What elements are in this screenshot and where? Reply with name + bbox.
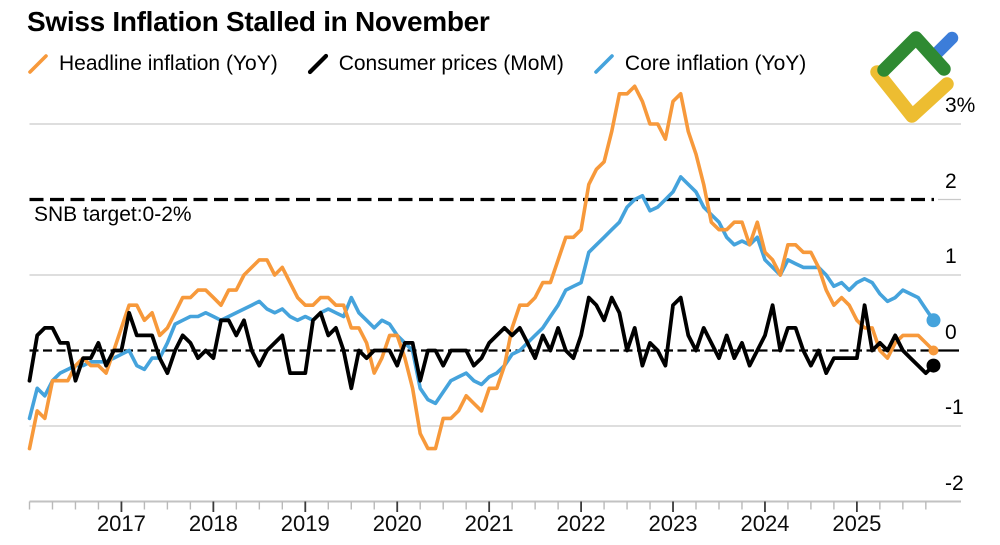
legend-label-consumer-prices: Consumer prices (MoM) [338,52,564,75]
x-axis-label-2020: 2020 [372,511,422,536]
snb-target-label: SNB target:0-2% [34,203,192,226]
x-axis-label-2018: 2018 [188,511,238,536]
x-axis-label-2025: 2025 [832,511,882,536]
end-dot-headline [928,345,939,356]
x-axis-label-2023: 2023 [648,511,698,536]
legend-label-core: Core inflation (YoY) [624,52,807,75]
core-line-swatch-icon [594,54,614,74]
page-title: Swiss Inflation Stalled in November [27,6,490,37]
legend-label-headline: Headline inflation (YoY) [59,52,278,75]
x-axis-label-2022: 2022 [556,511,606,536]
y-axis-label--2: -2 [945,471,964,495]
series-headline [27,84,936,451]
logo-green-peak-icon [877,31,951,77]
mom-line-swatch-icon [307,53,328,75]
x-axis-label-2017: 2017 [96,511,146,536]
y-axis-label-1: 1 [945,245,957,268]
legend-item-core: Core inflation (YoY) [592,52,806,76]
x-axis-label-2019: 2019 [280,511,330,536]
legend: Headline inflation (YoY) Consumer prices… [26,52,806,76]
legend-item-headline: Headline inflation (YoY) [26,52,278,76]
y-axis-label-0: 0 [945,320,957,344]
end-dot-core [926,313,941,328]
x-axis-label-2024: 2024 [740,511,790,536]
y-axis-label-2: 2 [945,169,957,193]
legend-item-consumer-prices: Consumer prices (MoM) [306,52,564,76]
x-axis-label-2021: 2021 [464,511,514,536]
y-axis-label-3%: 3% [945,94,976,117]
y-axis-label--1: -1 [945,396,964,419]
logo-yellow-check-icon [870,65,954,123]
broker-logo [870,31,959,123]
series-mom [27,295,936,391]
headline-line-swatch-icon [28,54,48,74]
end-dot-mom [926,358,941,373]
